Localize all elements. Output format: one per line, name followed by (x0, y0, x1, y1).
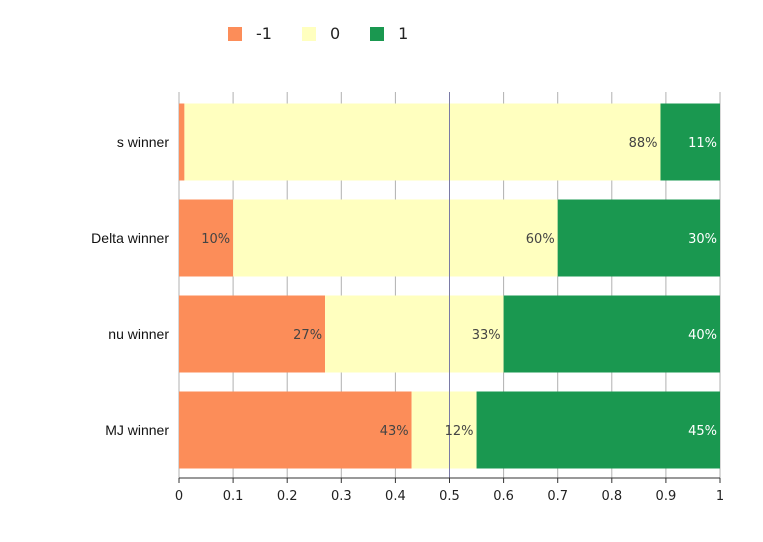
bar-segment[interactable] (476, 391, 720, 469)
data-label: 43% (380, 424, 409, 439)
data-label: 33% (472, 328, 501, 343)
bar-segment[interactable] (179, 103, 185, 181)
category-label: nu winner (108, 326, 169, 342)
bar-segment[interactable] (179, 295, 326, 373)
data-label: 12% (445, 424, 474, 439)
data-label: 45% (688, 424, 717, 439)
x-tick-label: 0.6 (493, 489, 514, 504)
category-label: Delta winner (91, 230, 169, 246)
x-tick-label: 0.7 (547, 489, 568, 504)
data-label: 11% (688, 136, 717, 151)
bar-segment[interactable] (503, 295, 720, 373)
x-tick-label: 0 (175, 489, 183, 504)
category-labels: s winner Delta winner nu winner MJ winner (91, 134, 169, 438)
data-label: 30% (688, 232, 717, 247)
data-label: 60% (526, 232, 555, 247)
data-label: 40% (688, 328, 717, 343)
legend-item-0[interactable]: 0 (301, 24, 341, 43)
bar-segment[interactable] (557, 199, 720, 277)
bar-segment[interactable] (233, 199, 558, 277)
x-tick-label: 0.2 (277, 489, 298, 504)
bar-segment[interactable] (184, 103, 661, 181)
bar-segment[interactable] (411, 391, 477, 469)
legend-item-1[interactable]: 1 (370, 24, 408, 43)
x-axis: 0 0.1 0.2 0.3 0.4 0.5 0.6 0.7 0.8 0.9 1 (175, 477, 724, 504)
data-label: 10% (201, 232, 230, 247)
bar-segment[interactable] (179, 199, 234, 277)
x-tick-label: 0.5 (439, 489, 460, 504)
category-label: MJ winner (105, 422, 169, 438)
data-label: 27% (293, 328, 322, 343)
x-tick-label: 0.9 (656, 489, 677, 504)
bar-segment[interactable] (325, 295, 504, 373)
legend-swatch-1 (370, 26, 385, 41)
category-label: s winner (117, 134, 169, 150)
x-tick-label: 0.1 (223, 489, 244, 504)
legend-label-minus1: -1 (256, 24, 272, 43)
legend-item-minus1[interactable]: -1 (228, 24, 272, 43)
x-tick-label: 0.3 (331, 489, 352, 504)
legend-swatch-0 (301, 26, 316, 41)
bars (179, 103, 720, 469)
bar-segment[interactable] (179, 391, 412, 469)
x-tick-label: 0.8 (601, 489, 622, 504)
legend-label-1: 1 (398, 24, 409, 43)
bar-segment[interactable] (660, 103, 720, 181)
x-tick-label: 0.4 (385, 489, 406, 504)
legend-label-0: 0 (329, 24, 341, 43)
x-tick-label: 1 (716, 489, 724, 504)
data-label: 88% (629, 136, 658, 151)
legend-swatch-minus1 (228, 26, 242, 41)
data-labels: 88% 11% 10% 60% 30% 27% 33% 40% 43% 12% 45% (201, 136, 717, 439)
legend: -1 0 1 (228, 24, 438, 43)
